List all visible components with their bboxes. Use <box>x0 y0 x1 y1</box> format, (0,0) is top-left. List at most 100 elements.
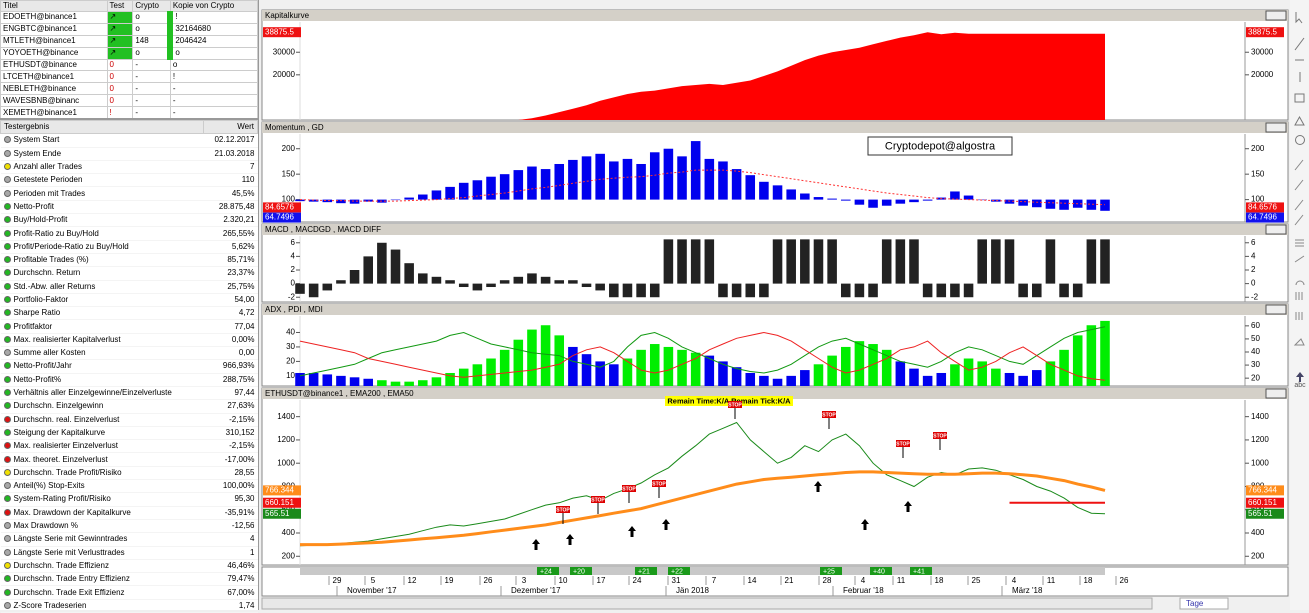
bar <box>690 352 701 386</box>
bar <box>1018 199 1028 206</box>
result-row: Verhältnis aller Einzelgewinne/Einzelver… <box>0 386 258 401</box>
status-dot <box>3 296 11 303</box>
y-tick-label: 200 <box>1251 551 1265 560</box>
result-value: 79,47% <box>203 572 258 587</box>
panel-title-bar <box>262 304 1288 315</box>
circle-tool[interactable] <box>1295 135 1305 145</box>
rect-tool[interactable] <box>1294 93 1305 103</box>
watch-row[interactable]: WAVESBNB@binanc 0- - <box>0 94 259 107</box>
status-dot <box>3 362 11 370</box>
watch-cell: - <box>132 106 171 120</box>
last-value-box <box>1246 27 1284 38</box>
result-name-cell: Durchschn. Trade Entry Effizienz <box>0 572 204 587</box>
result-name-cell: Durchschn. Trade Exit Effizienz <box>0 585 204 600</box>
watch-cell: 0 <box>106 58 134 72</box>
column-header[interactable]: Test <box>106 0 134 12</box>
bar <box>1004 239 1015 284</box>
column-header[interactable]: Titel <box>0 0 108 12</box>
up-arrow-tool[interactable] <box>1296 372 1304 382</box>
bar <box>336 375 346 386</box>
bar <box>813 364 824 386</box>
result-name: Profitfaktor <box>13 321 53 331</box>
bar <box>1086 325 1097 386</box>
y-tick-label: 4 <box>291 251 296 260</box>
bar <box>1072 335 1083 386</box>
day-label: 17 <box>597 576 606 585</box>
y2-tick-label: 50 <box>1251 334 1260 343</box>
result-row: Netto-Profit% 288,75% <box>0 373 258 387</box>
text-tool[interactable]: abc <box>1294 382 1306 389</box>
fib-tools[interactable] <box>1294 159 1304 226</box>
y-tick-label: 2 <box>1251 265 1256 274</box>
line-tool[interactable] <box>1294 37 1305 51</box>
status-dot <box>3 508 11 516</box>
result-value: 21.03.2018 <box>203 147 258 161</box>
watch-row[interactable]: EDOETH@binance1 ↗ o! <box>0 11 259 24</box>
column-header[interactable]: Crypto <box>132 0 171 12</box>
y2-tick-label: 60 <box>1251 321 1260 330</box>
bar <box>595 361 605 386</box>
status-dot <box>3 442 11 450</box>
status-dot <box>3 415 11 423</box>
bar <box>813 197 824 200</box>
bar <box>663 346 674 386</box>
watch-cell: - <box>132 82 171 96</box>
result-row: Steigung der Kapitalkurve 310,152 <box>0 426 258 441</box>
bar <box>499 349 510 386</box>
watch-row[interactable]: LTCETH@binance1 0-! <box>0 70 259 84</box>
stop-flag <box>652 480 666 487</box>
result-row: System Start 02.12.2017 <box>0 133 258 148</box>
bar <box>854 341 865 386</box>
bar <box>677 239 687 284</box>
bar <box>718 161 728 200</box>
result-name: Durchschn. Trade Entry Effizienz <box>13 574 130 584</box>
result-name-cell: Max. Drawdown der Kapitalkurve <box>0 506 204 520</box>
y-tick-label: -2 <box>1251 292 1259 301</box>
watch-row[interactable]: YOYOETH@binance ↗ o o <box>0 46 259 60</box>
result-name: Perioden mit Trades <box>13 188 86 198</box>
bar <box>404 381 414 386</box>
day-label: 28 <box>823 576 832 585</box>
column-header[interactable]: Kopie von Crypto <box>169 0 259 12</box>
bar <box>554 335 565 386</box>
column-header[interactable]: Testergebnis <box>0 119 205 135</box>
watch-row[interactable]: ETHUSDT@binance 0- o <box>0 58 259 72</box>
day-label: 11 <box>897 576 906 585</box>
result-value: 77,04 <box>203 319 258 334</box>
result-name-cell: Std.-Abw. aller Returns <box>0 280 204 294</box>
y-tick-label: 200 <box>282 551 296 560</box>
result-value: 1,74 <box>203 599 258 613</box>
result-row: Getestete Perioden 110 <box>0 173 258 188</box>
day-label: 26 <box>484 576 493 585</box>
misc-tools[interactable] <box>1293 239 1305 346</box>
result-name-cell: Längste Serie mit Gewinntrades <box>0 532 204 547</box>
column-header[interactable]: Wert <box>203 119 258 135</box>
stop-label: STOP <box>591 497 605 503</box>
bar <box>745 283 756 298</box>
bar <box>458 182 469 200</box>
pointer-tool[interactable] <box>1295 12 1303 24</box>
bar <box>377 242 387 284</box>
buy-arrow <box>566 534 574 545</box>
result-row: Buy/Hold-Profit 2.320,21 <box>0 213 258 228</box>
result-name-cell: Profitable Trades (%) <box>0 253 204 268</box>
watch-row[interactable]: MTLETH@binance1 ↗ 148 2046424 <box>0 34 259 48</box>
result-name: Netto-Profit/Jahr <box>13 361 72 371</box>
result-name-cell: Max. theoret. Einzelverlust <box>0 452 204 467</box>
result-row: Durchschn. Trade Exit Effizienz 67,00% <box>0 585 258 600</box>
triangle-tool[interactable] <box>1294 115 1305 126</box>
bar <box>649 344 660 386</box>
last-value-label: 38875.5 <box>1248 27 1277 36</box>
watch-row[interactable]: NEBLETH@binance 0- - <box>0 82 259 96</box>
y-tick-label: 20000 <box>1251 70 1274 79</box>
bar <box>1045 361 1056 386</box>
watch-row[interactable]: XEMETH@binance1! - - <box>0 106 259 120</box>
watch-row[interactable]: ENGBTC@binance1 ↗ o 32164680 <box>0 22 259 36</box>
status-dot <box>3 561 11 569</box>
bar <box>486 283 496 288</box>
day-label: 4 <box>861 576 866 585</box>
bar <box>731 367 742 386</box>
watch-cell: 32164680 <box>167 22 259 36</box>
period-label[interactable]: Tage <box>1186 599 1204 608</box>
